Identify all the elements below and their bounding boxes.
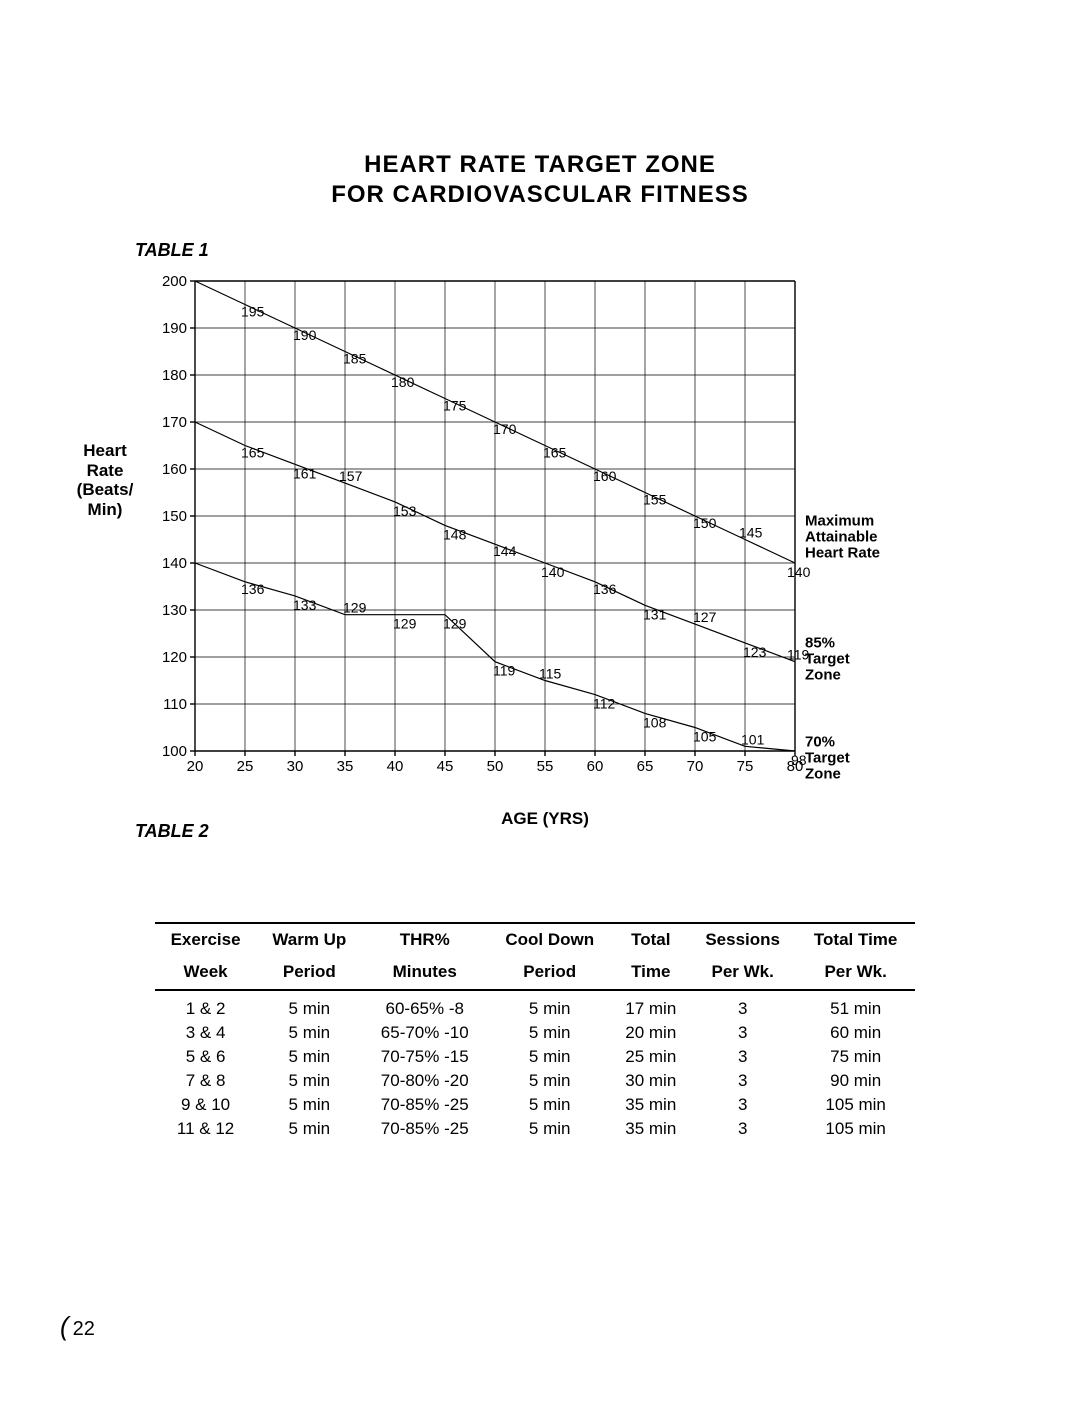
table-header: Cool Down	[487, 923, 613, 956]
svg-text:140: 140	[162, 555, 187, 572]
table-row: 1 & 25 min60-65% -85 min17 min351 min	[155, 990, 915, 1021]
chart-svg: 2025303540455055606570758010011012013014…	[135, 271, 955, 791]
svg-text:123: 123	[743, 644, 767, 660]
table-header: Time	[612, 956, 689, 991]
svg-text:Target: Target	[805, 749, 850, 766]
svg-text:20: 20	[187, 758, 204, 775]
svg-text:136: 136	[241, 581, 265, 597]
svg-text:110: 110	[163, 696, 187, 713]
svg-text:Heart Rate: Heart Rate	[805, 544, 880, 561]
svg-text:160: 160	[162, 461, 187, 478]
svg-text:136: 136	[593, 581, 617, 597]
svg-text:108: 108	[643, 714, 667, 730]
svg-text:105: 105	[693, 729, 717, 745]
svg-text:98: 98	[791, 752, 807, 768]
table-header: Minutes	[363, 956, 487, 991]
svg-text:150: 150	[693, 515, 717, 531]
table-row: 11 & 125 min70-85% -255 min35 min3105 mi…	[155, 1117, 915, 1141]
svg-text:75: 75	[737, 758, 754, 775]
table-header: Week	[155, 956, 256, 991]
svg-text:150: 150	[162, 508, 187, 525]
svg-text:129: 129	[343, 600, 367, 616]
title-line-1: HEART RATE TARGET ZONE	[80, 150, 1000, 180]
svg-text:127: 127	[693, 609, 717, 625]
svg-text:25: 25	[237, 758, 254, 775]
svg-text:148: 148	[443, 526, 467, 542]
svg-text:85%: 85%	[805, 635, 835, 652]
svg-text:Zone: Zone	[805, 667, 841, 684]
exercise-schedule-table: ExerciseWarm UpTHR%Cool DownTotalSession…	[155, 922, 915, 1141]
svg-text:180: 180	[391, 374, 415, 390]
svg-text:30: 30	[287, 758, 304, 775]
svg-text:119: 119	[493, 663, 516, 679]
table-header: Period	[487, 956, 613, 991]
svg-text:55: 55	[537, 758, 554, 775]
page: HEART RATE TARGET ZONE FOR CARDIOVASCULA…	[0, 0, 1080, 1402]
svg-text:170: 170	[493, 421, 517, 437]
svg-text:Target: Target	[805, 651, 850, 668]
svg-text:130: 130	[162, 602, 187, 619]
table-row: 3 & 45 min65-70% -105 min20 min360 min	[155, 1021, 915, 1045]
page-title: HEART RATE TARGET ZONE FOR CARDIOVASCULA…	[80, 150, 1000, 210]
svg-text:112: 112	[593, 696, 616, 712]
svg-text:100: 100	[162, 743, 187, 760]
svg-text:120: 120	[162, 649, 187, 666]
svg-text:65: 65	[637, 758, 654, 775]
table-header: Per Wk.	[689, 956, 796, 991]
svg-text:70: 70	[687, 758, 704, 775]
svg-text:119: 119	[787, 647, 810, 663]
table-header: Per Wk.	[796, 956, 915, 991]
svg-text:70%: 70%	[805, 733, 835, 750]
svg-text:155: 155	[643, 492, 667, 508]
svg-text:101: 101	[741, 731, 765, 747]
table-header: Exercise	[155, 923, 256, 956]
svg-text:35: 35	[337, 758, 354, 775]
svg-text:133: 133	[293, 597, 317, 613]
svg-text:144: 144	[493, 543, 517, 559]
svg-text:160: 160	[593, 468, 617, 484]
table-row: 9 & 105 min70-85% -255 min35 min3105 min	[155, 1093, 915, 1117]
svg-text:170: 170	[162, 414, 187, 431]
svg-text:165: 165	[543, 445, 567, 461]
svg-text:175: 175	[443, 398, 467, 414]
svg-text:129: 129	[443, 616, 467, 632]
table-row: 7 & 85 min70-80% -205 min30 min390 min	[155, 1069, 915, 1093]
svg-text:161: 161	[293, 465, 317, 481]
svg-text:50: 50	[487, 758, 504, 775]
svg-text:129: 129	[393, 616, 417, 632]
svg-text:131: 131	[643, 606, 667, 622]
svg-text:140: 140	[787, 564, 811, 580]
table-header: Period	[256, 956, 362, 991]
svg-text:180: 180	[162, 367, 187, 384]
svg-text:45: 45	[437, 758, 454, 775]
svg-text:145: 145	[739, 525, 763, 541]
table-header: THR%	[363, 923, 487, 956]
svg-text:153: 153	[393, 503, 417, 519]
x-axis-title: AGE (YRS)	[135, 809, 955, 829]
svg-text:Attainable: Attainable	[805, 528, 878, 545]
svg-text:140: 140	[541, 564, 565, 580]
table-header: Total Time	[796, 923, 915, 956]
svg-text:157: 157	[339, 468, 363, 484]
title-line-2: FOR CARDIOVASCULAR FITNESS	[80, 180, 1000, 210]
table1-label: TABLE 1	[135, 240, 1000, 261]
svg-text:115: 115	[539, 666, 562, 682]
svg-text:185: 185	[343, 351, 367, 367]
svg-text:60: 60	[587, 758, 604, 775]
svg-text:Maximum: Maximum	[805, 512, 874, 529]
table-header: Total	[612, 923, 689, 956]
svg-text:165: 165	[241, 445, 265, 461]
table-header: Sessions	[689, 923, 796, 956]
svg-text:190: 190	[293, 327, 317, 343]
page-number: 22	[60, 1311, 95, 1342]
table-header: Warm Up	[256, 923, 362, 956]
svg-text:200: 200	[162, 273, 187, 290]
svg-text:195: 195	[241, 304, 265, 320]
svg-text:190: 190	[162, 320, 187, 337]
table-row: 5 & 65 min70-75% -155 min25 min375 min	[155, 1045, 915, 1069]
svg-text:40: 40	[387, 758, 404, 775]
y-axis-title: Heart Rate (Beats/ Min)	[65, 441, 145, 519]
svg-text:Zone: Zone	[805, 765, 841, 782]
heart-rate-chart: Heart Rate (Beats/ Min) 2025303540455055…	[135, 271, 955, 791]
